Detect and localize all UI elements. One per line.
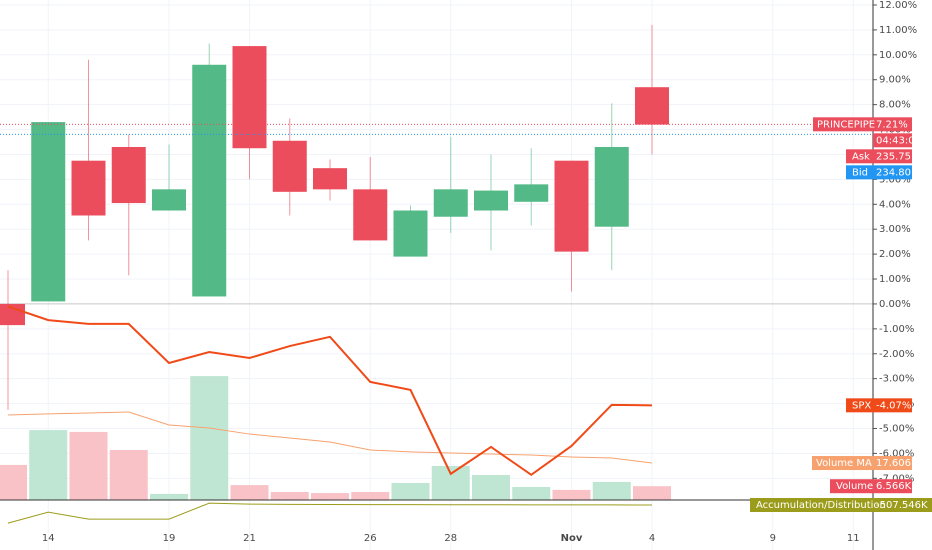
spx-text: SPX bbox=[852, 400, 871, 411]
candle-body bbox=[152, 189, 186, 211]
y-tick-label: -2.00% bbox=[879, 349, 914, 360]
countdown-tag bbox=[873, 133, 912, 148]
candle-body bbox=[31, 122, 66, 302]
x-tick-label: 19 bbox=[163, 533, 176, 544]
volume-bar bbox=[109, 450, 148, 500]
spx-line bbox=[7, 305, 653, 477]
candle-body bbox=[192, 64, 227, 297]
candle-body bbox=[353, 189, 388, 241]
x-tick-label: 21 bbox=[243, 533, 256, 544]
ask-text: Ask bbox=[852, 151, 870, 162]
candle-body bbox=[554, 160, 589, 252]
x-tick-label: 4 bbox=[649, 533, 655, 544]
y-tick-label: 12.00% bbox=[879, 0, 917, 11]
volume-bar bbox=[190, 376, 229, 500]
volume-bar bbox=[29, 430, 68, 500]
volume-bar bbox=[592, 481, 631, 500]
volume-bar bbox=[512, 486, 551, 500]
volume-bar bbox=[552, 489, 591, 500]
symbol-text: PRINCEPIPE bbox=[817, 119, 875, 130]
countdown-text: 04:43:05 bbox=[876, 135, 921, 146]
volume-bar bbox=[633, 486, 671, 500]
volume-bar bbox=[472, 475, 510, 500]
volume-bar bbox=[351, 492, 390, 500]
y-tick-label: 0.00% bbox=[879, 299, 911, 310]
y-tick-label: 2.00% bbox=[879, 249, 911, 260]
volume-text: Volume bbox=[836, 481, 873, 492]
y-tick-label: 9.00% bbox=[879, 75, 911, 86]
volume-tag bbox=[830, 479, 912, 494]
y-tick-label: 3.00% bbox=[879, 224, 911, 235]
volume-bar bbox=[69, 431, 108, 500]
y-tick-label: 10.00% bbox=[879, 50, 917, 61]
y-tick-label: 11.00% bbox=[879, 25, 917, 36]
y-tick-label: -5.00% bbox=[879, 424, 914, 435]
volume-bar bbox=[150, 493, 188, 500]
ad-line bbox=[7, 502, 653, 524]
y-tick-label: -7.00% bbox=[879, 473, 914, 484]
spx-tag bbox=[846, 398, 912, 413]
candle-body bbox=[393, 210, 428, 257]
y-tick-label: -1.00% bbox=[879, 324, 914, 335]
volume-bar bbox=[311, 493, 349, 500]
ad-text: -507.546K bbox=[876, 500, 928, 511]
symbol-text: 7.21% bbox=[876, 119, 908, 130]
volume-ma-text: 17.606K bbox=[876, 458, 918, 469]
volume-bar bbox=[391, 482, 430, 500]
bid-text: Bid bbox=[852, 167, 868, 178]
symbol-tag bbox=[813, 117, 912, 132]
volume-bar bbox=[230, 485, 269, 500]
candle-body bbox=[313, 168, 347, 190]
ask-text: 235.75 bbox=[876, 151, 911, 162]
candle-body bbox=[594, 146, 629, 227]
ad-tag bbox=[750, 498, 932, 512]
y-tick-label: 4.00% bbox=[879, 199, 911, 210]
volume-text: 6.566K bbox=[876, 481, 912, 492]
candle-body bbox=[635, 87, 669, 125]
y-tick-label: -3.00% bbox=[879, 374, 914, 385]
y-tick-label: 5.00% bbox=[879, 174, 911, 185]
volume-ma-text: Volume MA bbox=[816, 458, 872, 469]
candle-body bbox=[71, 160, 106, 216]
volume-bar bbox=[0, 464, 27, 500]
candle-body bbox=[433, 189, 468, 217]
candle-body bbox=[232, 46, 267, 149]
x-tick-label: 14 bbox=[42, 533, 55, 544]
x-tick-label: 11 bbox=[847, 533, 860, 544]
volume-ma-line bbox=[7, 411, 653, 464]
candle-body bbox=[474, 190, 508, 211]
x-tick-label: Nov bbox=[561, 533, 583, 544]
x-tick-label: 9 bbox=[770, 533, 776, 544]
y-tick-label: 1.00% bbox=[879, 274, 911, 285]
volume-bar bbox=[431, 465, 470, 500]
bid-tag bbox=[846, 165, 912, 180]
candle-body bbox=[272, 140, 307, 192]
volume-bar bbox=[270, 492, 309, 500]
y-tick-label: 8.00% bbox=[879, 100, 911, 111]
volume-ma-tag bbox=[812, 456, 912, 471]
spx-text: -4.07% bbox=[876, 400, 911, 411]
ask-tag bbox=[846, 149, 912, 164]
candle-body bbox=[111, 146, 146, 204]
candle-body bbox=[514, 184, 549, 202]
x-tick-label: 26 bbox=[364, 533, 377, 544]
y-tick-label: -6.00% bbox=[879, 448, 914, 459]
ad-text: Accumulation/Distribution bbox=[756, 500, 886, 511]
bid-text: 234.80 bbox=[876, 167, 911, 178]
x-tick-label: 28 bbox=[444, 533, 457, 544]
